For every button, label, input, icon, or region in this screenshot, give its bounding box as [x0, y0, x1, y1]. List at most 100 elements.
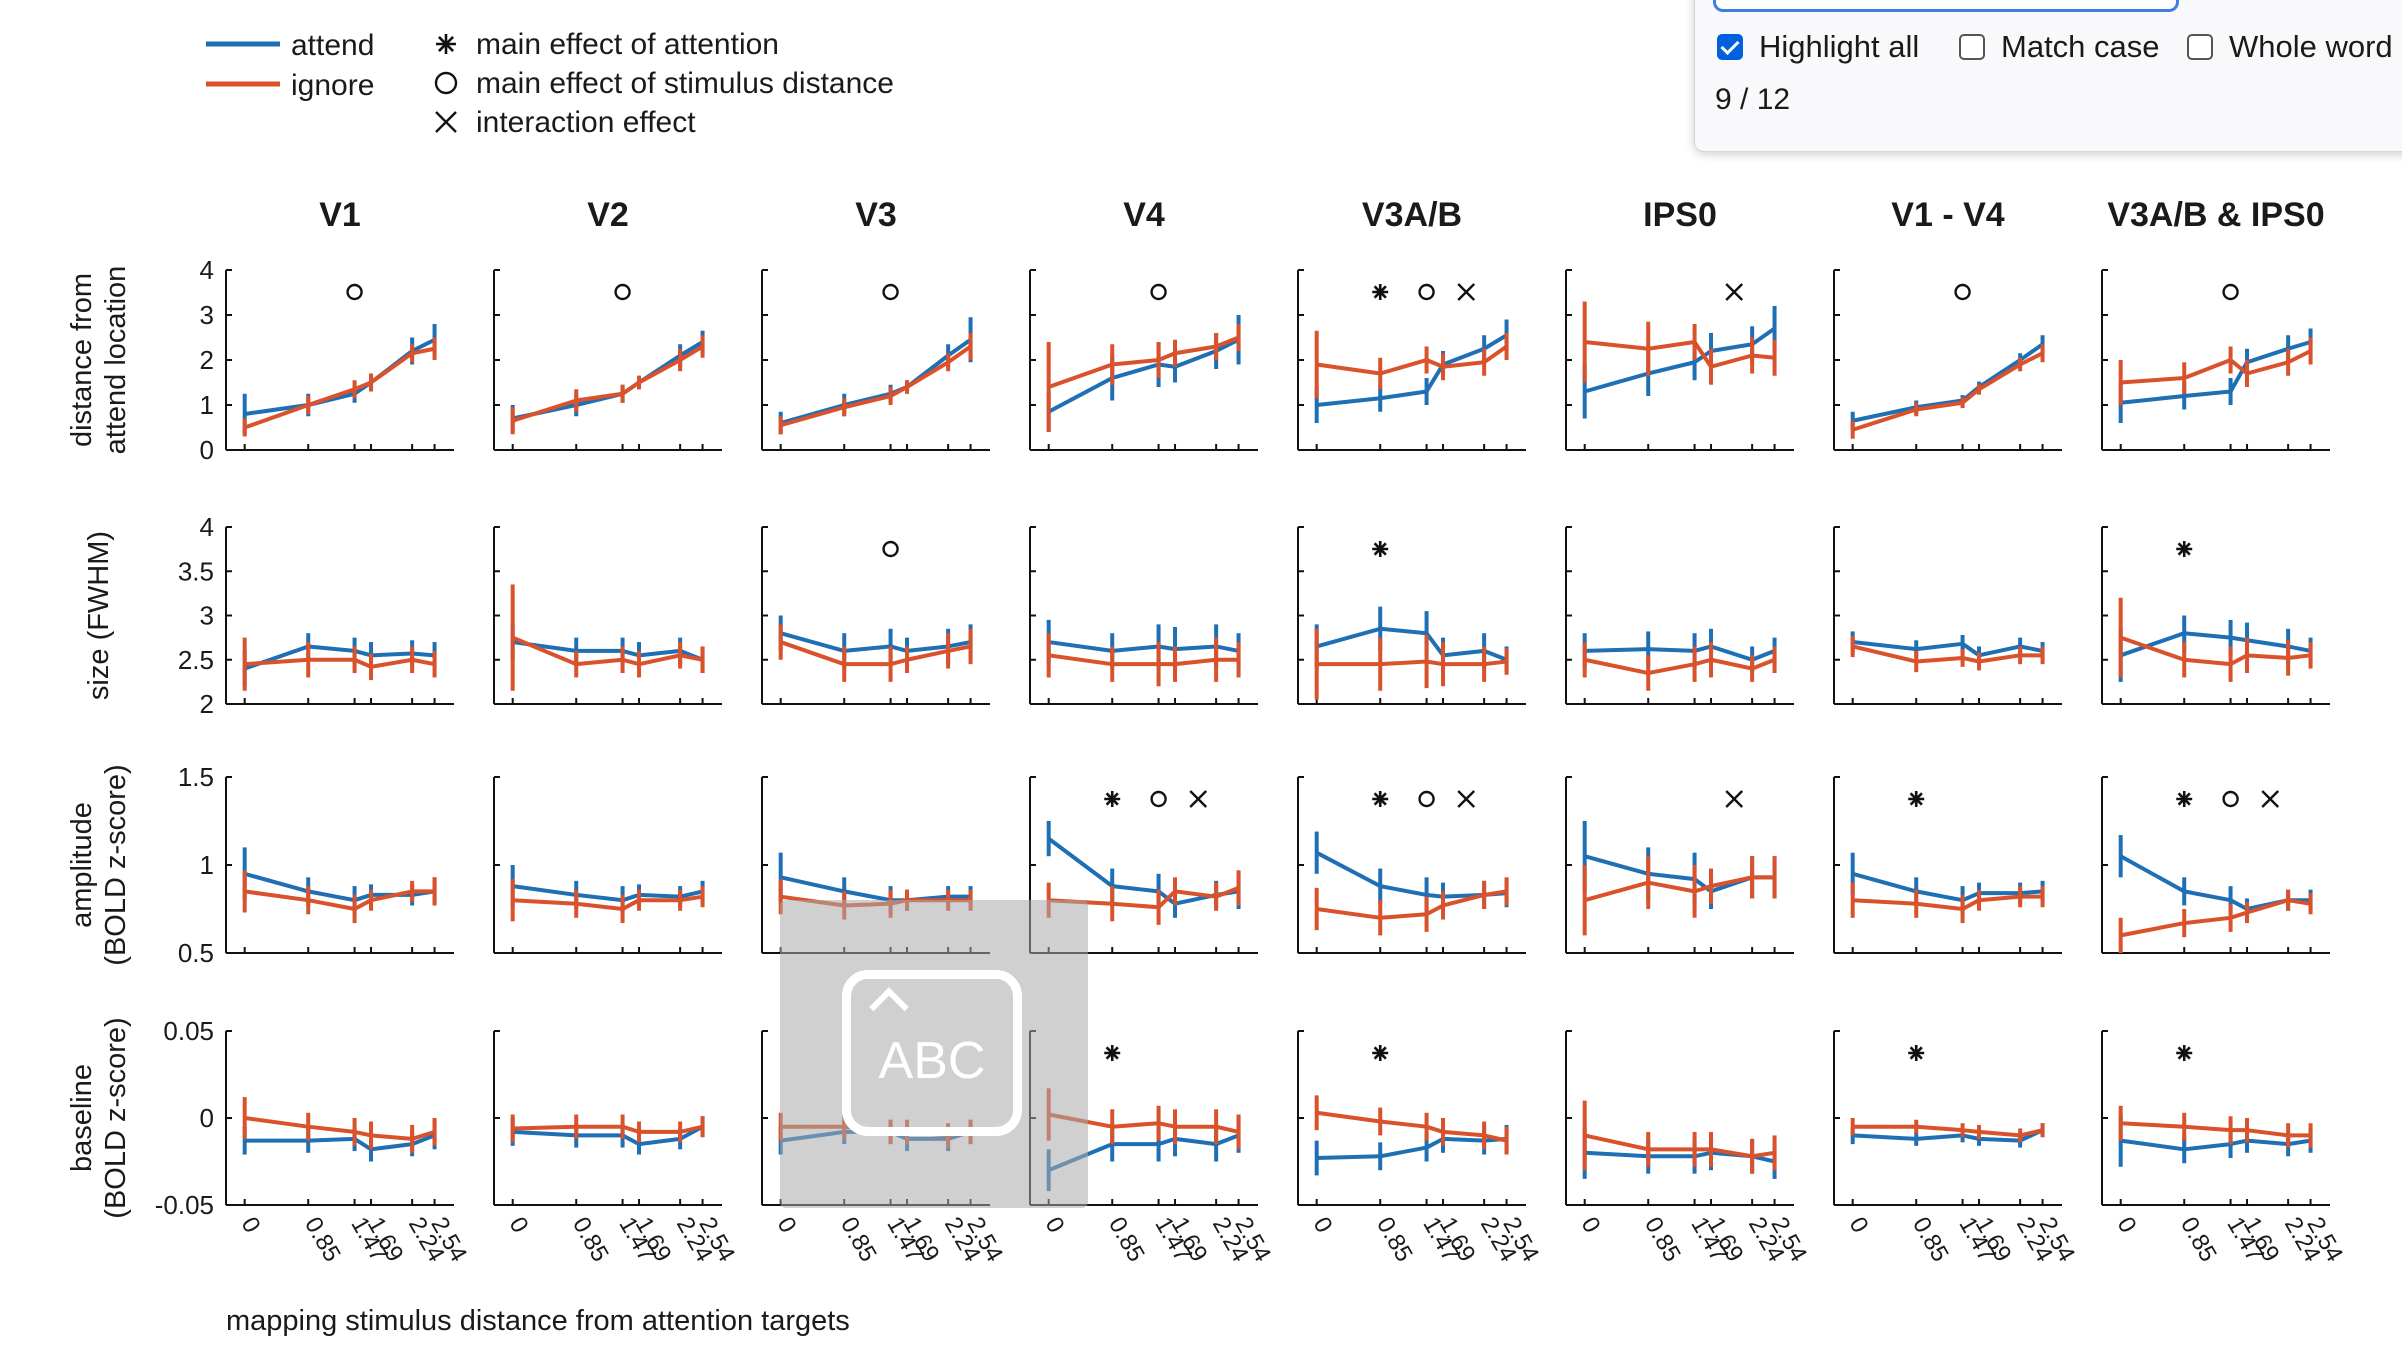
- y-tick-label: 1: [200, 850, 214, 880]
- column-title: V3A/B: [1362, 196, 1462, 234]
- y-tick-label: 0.5: [178, 938, 214, 968]
- y-tick-label: 4: [200, 255, 214, 285]
- column-title: V3: [855, 196, 897, 234]
- text-recognition-overlay[interactable]: ABC: [780, 900, 1088, 1208]
- series-line-attend: [244, 337, 436, 416]
- panel-0-6: [1833, 269, 2062, 451]
- series-line-attend: [2120, 631, 2311, 658]
- legend-marker-cross-stroke: [435, 111, 457, 133]
- significance-asterisk-stroke: [1373, 792, 1387, 806]
- significance-asterisk: [2176, 791, 2193, 807]
- series-line-ignore: [1316, 889, 1507, 920]
- x-tick-label: 0.85: [299, 1213, 346, 1267]
- legend-label-cross: interaction effect: [476, 106, 696, 139]
- y-tick-label: -0.05: [155, 1190, 214, 1220]
- significance-circle: [882, 540, 899, 558]
- significance-asterisk: [1908, 1045, 1925, 1061]
- panel-0-5: [1565, 269, 1794, 451]
- panel-1-6: [1833, 526, 2062, 705]
- panel-1-7: [2101, 526, 2330, 705]
- row-ylabel-line: distance from: [66, 273, 98, 447]
- series-line-ignore: [1584, 875, 1775, 903]
- series-line-ignore: [1316, 344, 1508, 376]
- panel-0-3: [1029, 269, 1258, 451]
- significance-asterisk: [1372, 541, 1389, 557]
- panel-1-4: [1297, 526, 1526, 705]
- y-tick-label: 0.05: [163, 1016, 214, 1046]
- find-input[interactable]: [1713, 0, 2179, 12]
- series-line-ignore: [780, 344, 972, 428]
- x-tick-label: 0: [1575, 1213, 1605, 1238]
- panel-1-0: [225, 526, 454, 705]
- x-tick-label: 0.85: [835, 1213, 882, 1267]
- panel-grid: V1 V2 V3 V4 V3A/B IPS0 V1 - V4 V3A/B & IPS0 dist…: [66, 196, 2348, 1266]
- significance-cross-stroke: [1457, 790, 1476, 808]
- panel-3-1: 0 0.85 1.471.692.242.54: [493, 1030, 740, 1266]
- panel-3-0: 0 0.85 1.471.692.242.54: [225, 1030, 472, 1267]
- x-axis-label: mapping stimulus distance from attention…: [226, 1305, 850, 1337]
- row-ylabel: distance fromattend location: [66, 266, 132, 455]
- series-line-attend: [512, 640, 704, 662]
- series-line-attend: [244, 871, 435, 903]
- series-line-ignore: [1048, 653, 1239, 667]
- y-tick-label: 2.5: [178, 645, 214, 675]
- series-line-attend: [2120, 340, 2312, 405]
- significance-asterisk-stroke: [1909, 1046, 1923, 1060]
- panel-3-4: 0 0.85 1.471.692.242.54: [1297, 1030, 1544, 1267]
- row-ylabel-line: size (FWHM): [83, 531, 115, 700]
- significance-circle: [346, 283, 363, 301]
- match-case-option[interactable]: Match case: [1959, 29, 2160, 65]
- panel-0-0: [225, 269, 454, 451]
- panel-1-5: [1565, 526, 1794, 705]
- match-case-checkbox[interactable]: [1959, 34, 1985, 60]
- significance-cross: [2261, 790, 2280, 808]
- series-line-ignore: [780, 640, 971, 667]
- series-line-attend: [1316, 1136, 1507, 1161]
- significance-asterisk: [2176, 1045, 2193, 1061]
- y-tick-label: 2: [200, 345, 214, 375]
- legend-label-asterisk: main effect of attention: [476, 28, 779, 61]
- significance-circle: [614, 283, 631, 301]
- series-line-attend: [1315, 850, 1507, 899]
- x-tick-label: 0.85: [1639, 1213, 1686, 1267]
- series-line-ignore: [244, 346, 435, 430]
- panel-2-1: [493, 776, 722, 954]
- y-tick-label: 1.5: [178, 762, 214, 792]
- x-tick-label: 0: [1307, 1213, 1337, 1238]
- significance-asterisk-stroke: [1105, 792, 1119, 806]
- significance-asterisk: [1104, 791, 1121, 807]
- significance-circle: [1150, 283, 1167, 301]
- y-tick-label: 0: [200, 1103, 214, 1133]
- significance-asterisk: [1372, 1045, 1389, 1061]
- series-line-ignore: [1852, 644, 2043, 664]
- whole-word-option[interactable]: Whole word: [2187, 29, 2393, 65]
- y-tick-label: 1: [200, 390, 214, 420]
- significance-circle: [2222, 790, 2239, 808]
- series-line-ignore: [2120, 635, 2311, 667]
- series-line-ignore: [1852, 1124, 2044, 1138]
- row-ylabel: amplitude(BOLD z-score): [66, 764, 132, 965]
- series-line-ignore: [1048, 886, 1240, 910]
- panel-0-7: [2101, 269, 2330, 451]
- panel-1-2: [761, 526, 990, 705]
- series-line-ignore: [244, 1116, 436, 1141]
- panel-2-6: [1833, 776, 2062, 954]
- series-line-ignore: [1852, 351, 2044, 432]
- highlight-all-checkbox[interactable]: [1717, 34, 1743, 60]
- x-tick-label: 0.85: [1371, 1213, 1418, 1267]
- significance-cross: [1189, 790, 1208, 808]
- significance-asterisk: [1372, 791, 1389, 807]
- significance-asterisk: [2176, 541, 2193, 557]
- significance-cross-stroke: [1457, 283, 1476, 301]
- significance-asterisk-stroke: [2177, 1046, 2191, 1060]
- series-line-attend: [512, 884, 704, 903]
- highlight-all-option[interactable]: Highlight all: [1717, 29, 1919, 65]
- significance-asterisk: [1372, 284, 1389, 300]
- row-ylabel-line: amplitude: [66, 802, 98, 928]
- significance-cross-stroke: [1189, 790, 1208, 808]
- legend-label-ignore: ignore: [291, 69, 374, 102]
- series-line-ignore: [244, 657, 435, 669]
- whole-word-checkbox[interactable]: [2187, 34, 2213, 60]
- series-line-attend: [512, 1124, 704, 1147]
